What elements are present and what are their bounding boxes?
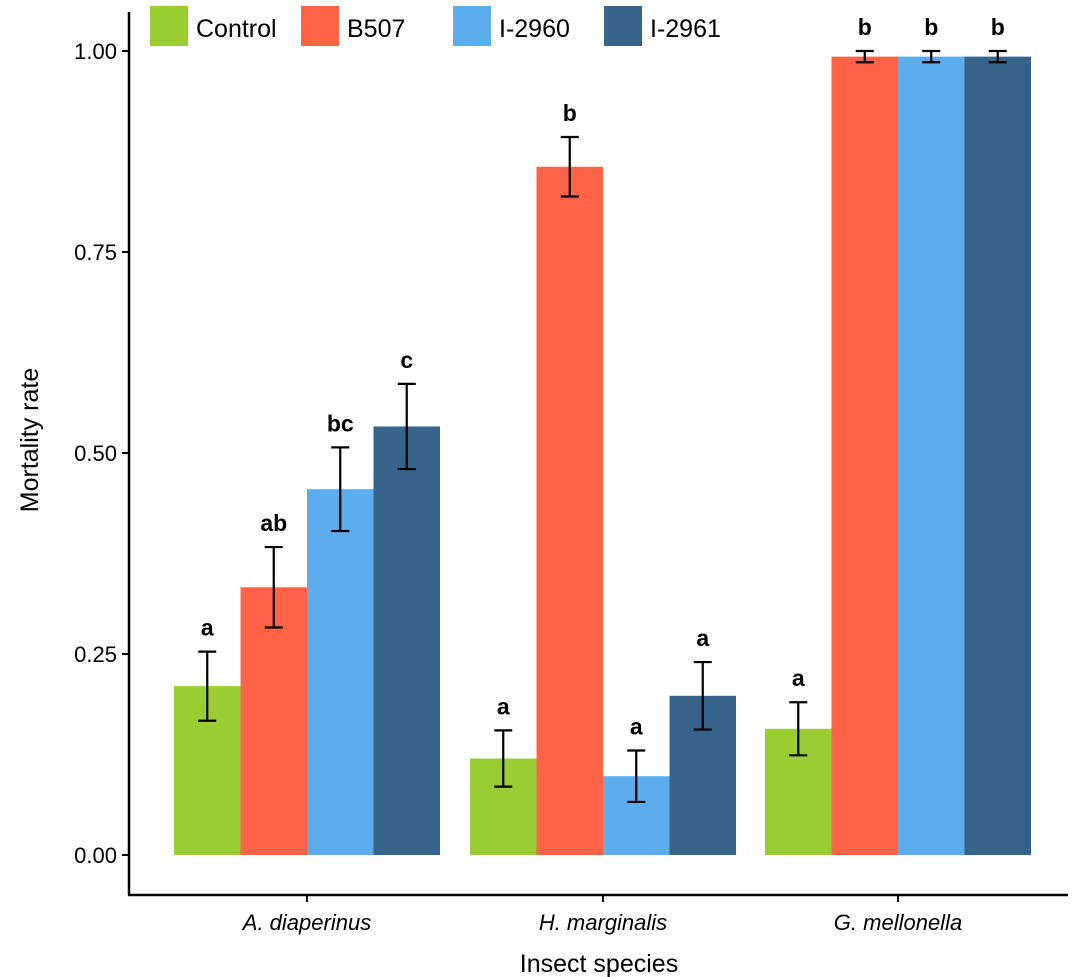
x-tick-label: G. mellonella [834, 910, 962, 935]
y-tick-label: 0.25 [74, 642, 117, 667]
legend-label: Control [196, 15, 277, 43]
x-axis-title: Insect species [520, 950, 678, 977]
y-axis: 0.00 0.25 0.50 0.75 1.00 [74, 12, 131, 895]
significance-label: b [991, 14, 1005, 40]
legend-swatch [453, 6, 491, 46]
x-axis: A. diaperinus H. marginalis G. mellonella [128, 893, 1068, 935]
legend-swatch [301, 6, 339, 46]
significance-label: bc [327, 410, 354, 436]
y-tick-label: 0.75 [74, 240, 117, 265]
significance-label: a [497, 693, 510, 719]
y-tick-label: 1.00 [74, 39, 117, 64]
significance-label: a [201, 615, 214, 641]
significance-label: b [563, 100, 577, 126]
bar [536, 166, 603, 855]
bar [373, 426, 440, 855]
y-tick-label: 0.00 [74, 843, 117, 868]
significance-label: b [858, 14, 872, 40]
y-tick-label: 0.50 [74, 441, 117, 466]
x-tick-label: A. diaperinus [241, 910, 371, 935]
significance-label: ab [260, 510, 287, 536]
legend-swatch [150, 6, 188, 46]
error-bars [198, 49, 1007, 804]
legend-swatch [604, 6, 642, 46]
x-tick-label: H. marginalis [539, 910, 667, 935]
significance-label: c [400, 347, 413, 373]
bars [174, 56, 1031, 856]
bar [240, 587, 307, 855]
legend-label: B507 [347, 15, 405, 43]
legend-label: I-2961 [650, 15, 721, 43]
legend-label: I-2960 [499, 15, 570, 43]
bar [964, 56, 1031, 856]
legend: Control B507 I-2960 I-2961 [150, 6, 721, 46]
significance-label: a [792, 665, 805, 691]
significance-label: b [924, 14, 938, 40]
bar [898, 56, 965, 856]
y-axis-title: Mortality rate [16, 368, 44, 512]
significance-label: a [630, 713, 643, 739]
bar [307, 489, 374, 855]
bar [831, 56, 898, 856]
significance-label: a [696, 625, 709, 651]
